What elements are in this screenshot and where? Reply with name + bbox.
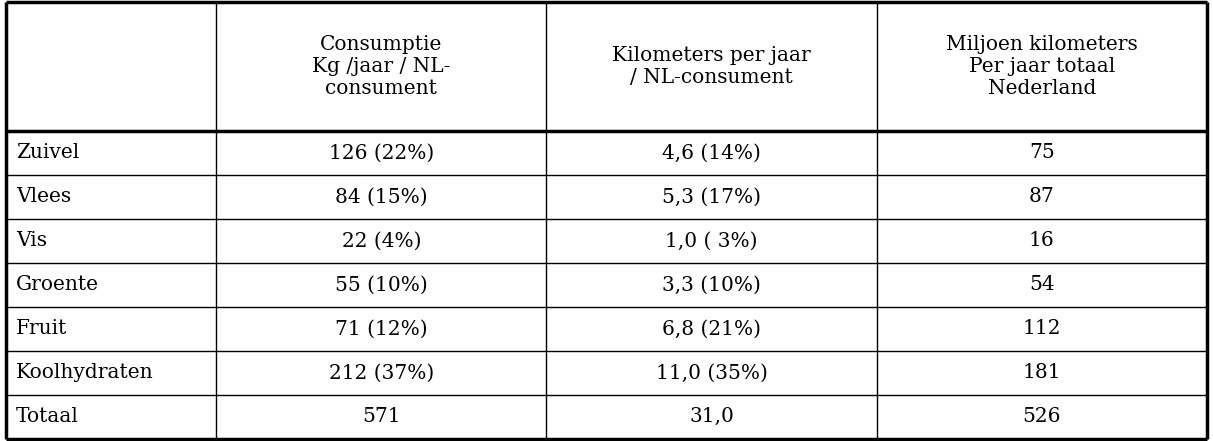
Text: Kilometers per jaar
/ NL-consument: Kilometers per jaar / NL-consument <box>613 46 811 87</box>
Text: 22 (4%): 22 (4%) <box>342 232 421 250</box>
Text: Vis: Vis <box>16 232 47 250</box>
Text: Fruit: Fruit <box>16 319 67 338</box>
Text: 3,3 (10%): 3,3 (10%) <box>662 275 761 295</box>
Text: 54: 54 <box>1029 275 1054 295</box>
Text: Consumptie
Kg /jaar / NL-
consument: Consumptie Kg /jaar / NL- consument <box>312 35 450 98</box>
Text: 16: 16 <box>1029 232 1054 250</box>
Text: Miljoen kilometers
Per jaar totaal
Nederland: Miljoen kilometers Per jaar totaal Neder… <box>946 35 1138 98</box>
Text: 181: 181 <box>1023 363 1061 382</box>
Text: 212 (37%): 212 (37%) <box>329 363 434 382</box>
Text: Zuivel: Zuivel <box>16 143 79 162</box>
Text: 1,0 ( 3%): 1,0 ( 3%) <box>665 232 758 250</box>
Text: 5,3 (17%): 5,3 (17%) <box>662 187 761 206</box>
Text: Koolhydraten: Koolhydraten <box>16 363 153 382</box>
Text: 55 (10%): 55 (10%) <box>335 275 428 295</box>
Text: Groente: Groente <box>16 275 98 295</box>
Text: 526: 526 <box>1023 407 1061 426</box>
Text: 11,0 (35%): 11,0 (35%) <box>656 363 768 382</box>
Text: 4,6 (14%): 4,6 (14%) <box>662 143 761 162</box>
Text: Totaal: Totaal <box>16 407 79 426</box>
Text: 87: 87 <box>1029 187 1054 206</box>
Text: 112: 112 <box>1023 319 1061 338</box>
Text: 571: 571 <box>361 407 400 426</box>
Text: 84 (15%): 84 (15%) <box>335 187 428 206</box>
Text: Vlees: Vlees <box>16 187 70 206</box>
Text: 71 (12%): 71 (12%) <box>335 319 428 338</box>
Text: 126 (22%): 126 (22%) <box>329 143 434 162</box>
Text: 31,0: 31,0 <box>689 407 734 426</box>
Text: 75: 75 <box>1029 143 1054 162</box>
Text: 6,8 (21%): 6,8 (21%) <box>662 319 761 338</box>
